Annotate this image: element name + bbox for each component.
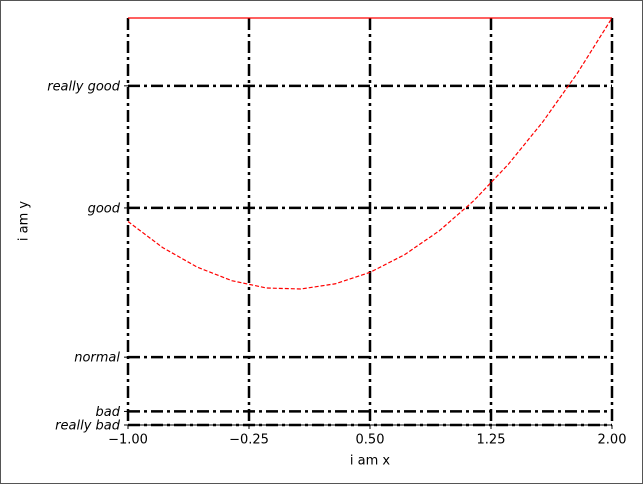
x-tick-label: 0.50 <box>356 433 385 448</box>
x-tick-label: −1.00 <box>108 433 148 448</box>
y-tick-label: normal <box>74 351 120 366</box>
y-tick-label: really good <box>47 79 121 94</box>
y-tick-label: bad <box>96 405 121 420</box>
y-tick-label: really bad <box>55 419 121 434</box>
x-tick-label: 2.00 <box>598 433 627 448</box>
x-axis-label: i am x <box>350 454 391 469</box>
plot-area <box>127 17 613 290</box>
y-axis-label: i am y <box>17 201 32 242</box>
x-tick-label: −0.25 <box>229 433 269 448</box>
series-line <box>127 17 613 290</box>
x-tick-label: 1.25 <box>477 433 506 448</box>
y-tick-label: good <box>88 201 121 216</box>
